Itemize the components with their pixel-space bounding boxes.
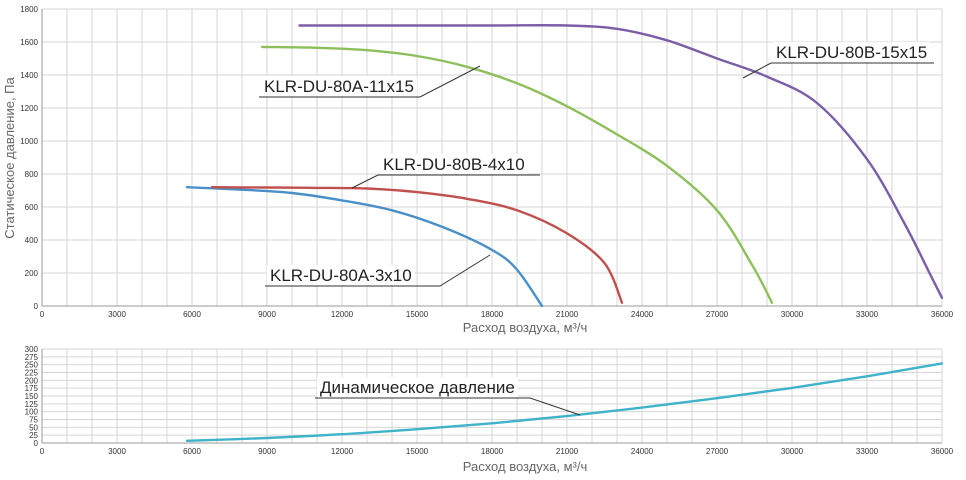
callout-leader-line bbox=[259, 65, 481, 98]
top-y-tick-label: 1000 bbox=[20, 137, 38, 146]
bottom-y-tick-label: 225 bbox=[25, 369, 39, 378]
bottom-y-tick-label: 200 bbox=[25, 376, 39, 385]
top-x-tick-label: 0 bbox=[40, 310, 45, 319]
bottom-x-tick-label: 3000 bbox=[108, 447, 126, 456]
callout-klr-du-80b-15x15: KLR-DU-80B-15x15 bbox=[742, 42, 934, 79]
series-line-klr-du-80b-15x15 bbox=[298, 24, 944, 299]
top-y-tick-label: 200 bbox=[25, 269, 39, 278]
callout-динамическое-давление: Динамическое давление bbox=[315, 377, 581, 416]
top-x-tick-label: 24000 bbox=[631, 310, 654, 319]
bottom-y-tick-label: 100 bbox=[25, 408, 39, 417]
tick-labels: 0 3000 6000 9000 12000 15000 18000 21000 24000 27… bbox=[20, 5, 953, 456]
callout-label-background bbox=[261, 76, 417, 96]
bottom-x-tick-label: 27000 bbox=[706, 447, 729, 456]
callout-leader-line bbox=[265, 254, 491, 287]
top-chart-x-axis-label: Расход воздуха, м³/ч bbox=[463, 320, 588, 335]
series-label-klr-du-80a-3x10: KLR-DU-80A-3x10 bbox=[270, 266, 412, 285]
top-y-tick-label: 0 bbox=[34, 302, 39, 311]
chart-axes bbox=[41, 9, 942, 444]
callout-label-background bbox=[267, 265, 415, 285]
bottom-x-tick-label: 0 bbox=[40, 447, 45, 456]
callout-klr-du-80a-3x10: KLR-DU-80A-3x10 bbox=[265, 254, 491, 287]
top-x-tick-label: 15000 bbox=[406, 310, 429, 319]
bottom-y-tick-label: 275 bbox=[25, 353, 39, 362]
bottom-x-tick-label: 6000 bbox=[183, 447, 201, 456]
series-line-динамическое-давление bbox=[185, 362, 944, 442]
series-line-klr-du-80b-4x10 bbox=[210, 186, 624, 304]
bottom-y-tick-label: 25 bbox=[29, 431, 38, 440]
top-x-tick-label: 27000 bbox=[706, 310, 729, 319]
series-label-klr-du-80b-4x10: KLR-DU-80B-4x10 bbox=[383, 155, 525, 174]
series-label-klr-du-80b-15x15: KLR-DU-80B-15x15 bbox=[776, 43, 927, 62]
top-y-tick-label: 400 bbox=[25, 236, 39, 245]
bottom-y-tick-label: 125 bbox=[25, 400, 39, 409]
bottom-y-tick-label: 175 bbox=[25, 384, 39, 393]
top-y-tick-label: 800 bbox=[25, 170, 39, 179]
top-x-tick-label: 6000 bbox=[183, 310, 201, 319]
bottom-y-tick-label: 250 bbox=[25, 361, 39, 370]
series-callouts: KLR-DU-80A-3x10 KLR-DU-80B-4x10 KLR-DU-80A… bbox=[259, 42, 934, 416]
bottom-y-tick-label: 300 bbox=[25, 345, 39, 354]
bottom-y-tick-label: 75 bbox=[29, 416, 38, 425]
callout-klr-du-80b-4x10: KLR-DU-80B-4x10 bbox=[351, 154, 540, 189]
series-label-klr-du-80a-11x15: KLR-DU-80A-11x15 bbox=[264, 77, 414, 96]
top-y-tick-label: 1200 bbox=[20, 104, 38, 113]
callout-label-background bbox=[380, 154, 528, 174]
top-x-tick-label: 3000 bbox=[108, 310, 126, 319]
top-y-tick-label: 1600 bbox=[20, 38, 38, 47]
series-label-динамическое-давление: Динамическое давление bbox=[320, 378, 515, 397]
series-line-klr-du-80a-3x10 bbox=[185, 186, 544, 308]
series-line-klr-du-80a-11x15 bbox=[260, 45, 774, 304]
bottom-x-tick-label: 18000 bbox=[481, 447, 504, 456]
top-x-tick-label: 36000 bbox=[931, 310, 954, 319]
top-x-tick-label: 18000 bbox=[481, 310, 504, 319]
top-x-tick-label: 21000 bbox=[556, 310, 579, 319]
top-x-tick-label: 30000 bbox=[781, 310, 804, 319]
top-chart-y-axis-label: Статическое давление, Па bbox=[2, 77, 17, 239]
callout-leader-tail bbox=[351, 174, 379, 189]
bottom-x-tick-label: 33000 bbox=[856, 447, 879, 456]
bottom-x-tick-label: 21000 bbox=[556, 447, 579, 456]
data-series bbox=[185, 24, 944, 442]
callout-label-background bbox=[773, 42, 931, 62]
top-x-tick-label: 12000 bbox=[331, 310, 354, 319]
callout-leader-line bbox=[315, 397, 581, 416]
callout-leader-tail bbox=[742, 62, 772, 79]
bottom-x-tick-label: 12000 bbox=[331, 447, 354, 456]
bottom-x-tick-label: 36000 bbox=[931, 447, 954, 456]
callout-klr-du-80a-11x15: KLR-DU-80A-11x15 bbox=[259, 65, 481, 98]
bottom-x-tick-label: 24000 bbox=[631, 447, 654, 456]
top-x-tick-label: 33000 bbox=[856, 310, 879, 319]
top-y-tick-label: 600 bbox=[25, 203, 39, 212]
callout-label-background bbox=[317, 377, 518, 397]
top-x-tick-label: 9000 bbox=[258, 310, 276, 319]
bottom-y-tick-label: 150 bbox=[25, 392, 39, 401]
bottom-y-tick-label: 0 bbox=[34, 439, 39, 448]
bottom-chart-x-axis-label: Расход воздуха, м³/ч bbox=[463, 459, 588, 474]
bottom-x-tick-label: 15000 bbox=[406, 447, 429, 456]
bottom-x-tick-label: 9000 bbox=[258, 447, 276, 456]
bottom-x-tick-label: 30000 bbox=[781, 447, 804, 456]
top-y-tick-label: 1400 bbox=[20, 71, 38, 80]
top-y-tick-label: 1800 bbox=[20, 5, 38, 14]
bottom-y-tick-label: 50 bbox=[29, 423, 38, 432]
